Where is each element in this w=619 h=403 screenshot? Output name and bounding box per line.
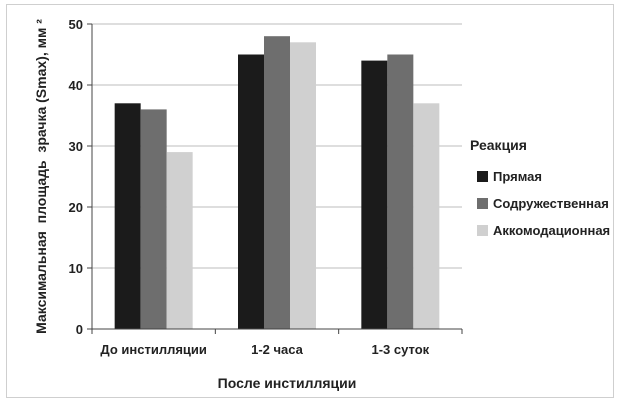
- bar: [264, 36, 290, 329]
- x-tick-label: До инстилляции: [100, 342, 206, 357]
- x-axis-title: После инстилляции: [218, 375, 357, 391]
- y-axis-title: Максимальная площадь зрачка (Smax), мм ²: [33, 19, 49, 334]
- bar: [413, 103, 440, 329]
- bars: [114, 36, 440, 330]
- bar: [238, 54, 264, 329]
- legend-title: Реакция: [470, 137, 527, 153]
- legend-label: Содружественная: [493, 196, 609, 211]
- y-tick-label: 0: [76, 322, 83, 337]
- bar: [290, 42, 316, 330]
- legend-swatch: [477, 171, 488, 182]
- bar: [166, 152, 193, 329]
- y-tick-label: 20: [69, 200, 83, 215]
- legend: Прямая Содружественная Аккомодационная: [477, 169, 610, 238]
- bar: [114, 103, 141, 329]
- legend-label: Аккомодационная: [493, 223, 610, 238]
- legend-label: Прямая: [493, 169, 542, 184]
- x-tick-label: 1-2 часа: [251, 342, 304, 357]
- x-tick-label: 1-3 суток: [371, 342, 429, 357]
- bar: [361, 60, 388, 329]
- legend-swatch: [477, 198, 488, 209]
- legend-swatch: [477, 225, 488, 236]
- axes: 0 10 20 30 40 50 До инстилляции 1-2 часа 1-3 сут…: [69, 17, 463, 357]
- bar: [140, 109, 167, 330]
- y-tick-label: 40: [69, 78, 83, 93]
- bar: [387, 54, 414, 329]
- y-tick-label: 50: [69, 17, 83, 32]
- y-tick-label: 30: [69, 139, 83, 154]
- y-tick-label: 10: [69, 261, 83, 276]
